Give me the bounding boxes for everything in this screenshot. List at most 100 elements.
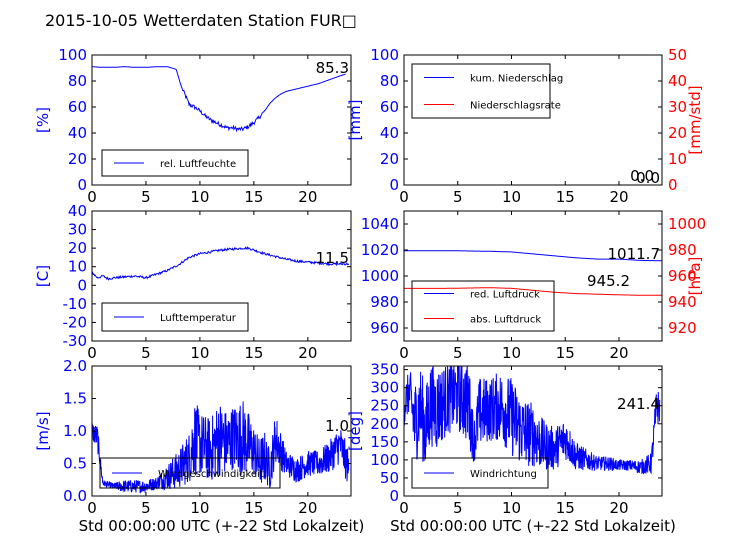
- x-tick-label: 10: [190, 499, 209, 517]
- legend-box: [411, 63, 551, 119]
- pressure-panel: 0 5 10 15 20 960 980 1000 1020 1040 920 940 960 980 10…: [361, 210, 706, 362]
- y-tick-label: 30: [68, 221, 87, 239]
- x-tick-label: 5: [453, 344, 463, 362]
- x-tick-label: 5: [141, 499, 151, 517]
- y2-axis-label: [hPa]: [686, 257, 704, 296]
- x-tick-label: 20: [609, 188, 628, 206]
- y-tick-label: 20: [68, 150, 87, 168]
- y-tick-label: 100: [58, 46, 87, 64]
- y-tick-label: 1.5: [63, 390, 87, 408]
- plot-frame: [403, 365, 663, 497]
- series-line-windrichtung: [404, 366, 661, 475]
- y2-tick-label: 30: [668, 98, 687, 116]
- x-tick-label: 20: [609, 344, 628, 362]
- legend-box: [101, 149, 249, 177]
- y-tick-label: 40: [380, 124, 399, 142]
- x-axis-label: Std 00:00:00 UTC (+-22 Std Lokalzeit): [390, 517, 676, 535]
- y-tick-label: -10: [63, 295, 88, 313]
- y-tick-label: 0: [389, 176, 399, 194]
- last-value-label: 241.4: [617, 395, 660, 413]
- x-tick-label: 10: [502, 188, 521, 206]
- y-tick-label: 250: [370, 397, 399, 415]
- legend-box: [411, 457, 549, 489]
- x-tick-label: 0: [87, 344, 97, 362]
- last-value-label: 85.3: [316, 59, 349, 77]
- last-value-label-2: 945.2: [587, 272, 630, 290]
- y-tick-label: 50: [380, 469, 399, 487]
- y2-tick-label: 10: [668, 150, 687, 168]
- y-tick-label: 0.5: [63, 455, 87, 473]
- y-tick-label: 150: [370, 433, 399, 451]
- x-tick-label: 0: [399, 499, 409, 517]
- y-tick-label: -20: [63, 313, 88, 331]
- legend-label: kum. Niederschlag: [470, 74, 563, 85]
- x-tick-label: 15: [556, 499, 575, 517]
- y2-tick-label: 940: [668, 293, 697, 311]
- legend-label: Windgeschwindigkeit: [158, 469, 264, 480]
- y2-tick-label: 980: [668, 241, 697, 259]
- y-tick-label: 2.0: [63, 357, 87, 375]
- last-value-label: 11.5: [316, 249, 349, 267]
- y2-tick-label: 20: [668, 124, 687, 142]
- y-axis-label: [C]: [34, 265, 52, 287]
- y-tick-label: 960: [370, 319, 399, 337]
- x-tick-label: 5: [453, 499, 463, 517]
- x-tick-label: 10: [190, 344, 209, 362]
- x-tick-label: 5: [141, 344, 151, 362]
- series-line-lufttemperatur: [92, 246, 350, 281]
- legend-label: Niederschlagsrate: [470, 101, 561, 112]
- x-tick-label: 15: [244, 344, 263, 362]
- series-line-windgeschwindigkeit: [92, 401, 350, 494]
- legend-box: [101, 302, 249, 332]
- legend-label: Lufttemperatur: [160, 313, 237, 324]
- y2-tick-label: 40: [668, 72, 687, 90]
- x-tick-label: 5: [453, 188, 463, 206]
- y-tick-label: 300: [370, 379, 399, 397]
- x-axis-label: Std 00:00:00 UTC (+-22 Std Lokalzeit): [79, 517, 365, 535]
- x-tick-label: 10: [502, 499, 521, 517]
- y2-axis-label: [mm/std]: [686, 85, 704, 154]
- x-tick-label: 20: [298, 499, 317, 517]
- y-tick-label: 0.0: [63, 487, 87, 505]
- y2-tick-label: 1000: [668, 215, 706, 233]
- series-line-abs-luftdruck: [404, 287, 662, 296]
- y2-tick-label: 50: [668, 46, 687, 64]
- x-tick-label: 0: [87, 188, 97, 206]
- y-tick-label: 350: [370, 361, 399, 379]
- x-tick-label: 10: [190, 188, 209, 206]
- x-tick-label: 15: [244, 499, 263, 517]
- y-tick-label: 980: [370, 293, 399, 311]
- plot-frame: [91, 54, 352, 186]
- y-tick-label: 1.0: [63, 422, 87, 440]
- x-tick-label: 20: [609, 499, 628, 517]
- y-tick-label: 40: [68, 202, 87, 220]
- series-line-rel-luftfeuchte: [92, 66, 346, 133]
- last-value-label: 1011.7: [608, 245, 661, 263]
- x-tick-label: 20: [298, 188, 317, 206]
- last-value-label-2: 0.0: [630, 167, 654, 185]
- figure-title: 2015-10-05 Wetterdaten Station FUR□: [45, 11, 357, 30]
- y-tick-label: 0: [77, 176, 87, 194]
- x-tick-label: 0: [399, 188, 409, 206]
- y-tick-label: 200: [370, 415, 399, 433]
- plot-frame: [403, 54, 663, 186]
- x-tick-label: 15: [556, 188, 575, 206]
- y-tick-label: 40: [68, 124, 87, 142]
- y-tick-label: 60: [68, 98, 87, 116]
- plot-frame: [91, 210, 352, 342]
- last-value-label: 0.0: [636, 169, 660, 187]
- y-tick-label: 100: [370, 46, 399, 64]
- y-axis-label: [%]: [34, 107, 52, 133]
- y-tick-label: 80: [68, 72, 87, 90]
- y-tick-label: 1000: [361, 267, 399, 285]
- legend-label: Windrichtung: [470, 469, 537, 480]
- y-axis-label: [mm]: [346, 100, 364, 141]
- legend-box: [99, 457, 281, 489]
- x-tick-label: 5: [141, 188, 151, 206]
- x-tick-label: 15: [556, 344, 575, 362]
- y2-tick-label: 960: [668, 267, 697, 285]
- legend-label: abs. Luftdruck: [470, 315, 541, 326]
